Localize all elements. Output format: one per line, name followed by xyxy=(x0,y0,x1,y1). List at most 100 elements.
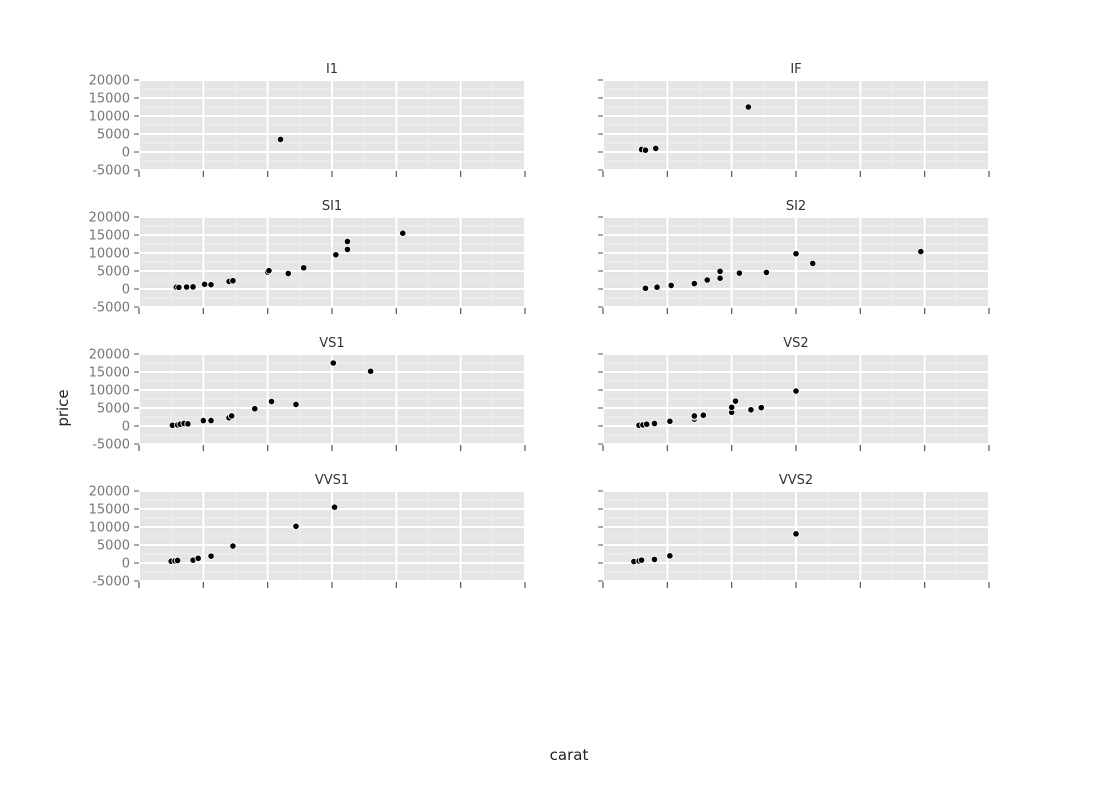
data-point xyxy=(666,417,674,425)
data-point xyxy=(265,267,273,275)
y-tick-label: -5000 xyxy=(92,164,130,179)
data-point xyxy=(343,237,352,246)
data-point xyxy=(792,530,800,538)
y-tick-label: 0 xyxy=(122,420,130,435)
data-point xyxy=(650,555,659,564)
data-point xyxy=(731,397,740,405)
y-tick-label: 10000 xyxy=(89,384,130,399)
data-point xyxy=(641,146,650,154)
y-tick-label: 20000 xyxy=(89,211,130,226)
y-tick-label: 0 xyxy=(122,557,130,572)
data-point xyxy=(366,367,375,375)
data-point xyxy=(276,135,285,143)
data-point xyxy=(184,420,192,428)
data-point xyxy=(716,267,724,275)
data-point xyxy=(744,103,752,111)
y-tick-label: 15000 xyxy=(89,229,130,244)
data-point xyxy=(229,542,237,550)
data-point xyxy=(207,281,215,289)
data-point xyxy=(690,412,698,420)
y-tick-label: 20000 xyxy=(89,485,130,500)
data-point xyxy=(667,281,675,289)
data-point xyxy=(757,404,765,412)
y-axis-title: price xyxy=(54,389,72,426)
data-point xyxy=(194,554,202,562)
y-tick-label: 15000 xyxy=(89,503,130,518)
facet-title: VVS1 xyxy=(315,473,349,488)
facet-title: I1 xyxy=(326,62,338,77)
data-point xyxy=(643,420,651,428)
data-point xyxy=(292,400,300,408)
data-point xyxy=(330,503,339,511)
data-point xyxy=(300,264,308,272)
y-tick-label: 5000 xyxy=(97,402,130,417)
data-point xyxy=(183,283,191,291)
facet-panel-i1: 20000 15000 10000 5000 0 -5000 I1 xyxy=(89,62,526,179)
data-point xyxy=(207,552,215,560)
data-point xyxy=(174,556,182,565)
data-point xyxy=(292,522,300,530)
y-tick-label: 5000 xyxy=(97,128,130,143)
data-point xyxy=(251,405,259,413)
y-tick-label: 15000 xyxy=(89,92,130,107)
data-point xyxy=(792,387,800,395)
facet-panel-vvs2: VVS2 xyxy=(598,473,990,588)
y-tick-label: 10000 xyxy=(89,521,130,536)
data-point xyxy=(716,274,724,282)
data-point xyxy=(747,406,755,414)
facet-title: VVS2 xyxy=(779,473,813,488)
data-point xyxy=(703,276,711,284)
y-tick-label: 5000 xyxy=(97,539,130,554)
x-axis-title: carat xyxy=(550,746,589,764)
facet-title: SI1 xyxy=(322,199,342,214)
data-point xyxy=(175,283,183,291)
facet-panels: 20000 15000 10000 5000 0 -5000 I1 IF 20000 15000 1… xyxy=(89,62,990,590)
facet-title: VS2 xyxy=(783,336,808,351)
y-tick-label: -5000 xyxy=(92,575,130,590)
y-tick-label: 15000 xyxy=(89,366,130,381)
facet-panel-si1: 20000 15000 10000 5000 0 -5000 SI1 xyxy=(89,199,526,316)
data-point xyxy=(637,556,646,564)
facet-title: VS1 xyxy=(319,336,344,351)
data-point xyxy=(641,284,650,292)
facet-panel-vs1: 20000 15000 10000 5000 0 -5000 VS1 xyxy=(89,336,526,453)
y-tick-label: -5000 xyxy=(92,438,130,453)
y-tick-label: 5000 xyxy=(97,265,130,280)
facet-title: SI2 xyxy=(786,199,806,214)
data-point xyxy=(332,251,340,259)
data-point xyxy=(267,397,276,406)
data-point xyxy=(201,280,209,288)
data-point xyxy=(653,283,661,291)
facet-panel-if: IF xyxy=(598,62,990,177)
y-tick-label: 0 xyxy=(122,283,130,298)
data-point xyxy=(650,419,659,428)
data-point xyxy=(762,268,771,277)
data-point xyxy=(735,269,743,277)
data-point xyxy=(199,416,207,425)
data-point xyxy=(207,416,215,425)
data-point xyxy=(329,359,337,367)
data-point xyxy=(284,269,292,278)
data-point xyxy=(917,247,925,256)
facet-panel-vvs1: 20000 15000 10000 5000 0 -5000 VVS1 xyxy=(89,473,526,590)
y-tick-label: 20000 xyxy=(89,348,130,363)
data-point xyxy=(666,552,674,560)
data-point xyxy=(229,277,237,285)
data-point xyxy=(189,283,197,291)
data-point xyxy=(228,412,236,420)
data-point xyxy=(652,144,660,152)
data-point xyxy=(809,259,817,268)
y-tick-label: -5000 xyxy=(92,301,130,316)
y-tick-label: 10000 xyxy=(89,110,130,125)
data-point xyxy=(792,250,800,258)
data-point xyxy=(699,411,707,419)
facet-panel-vs2: VS2 xyxy=(598,336,990,451)
data-point xyxy=(399,229,407,237)
y-tick-label: 0 xyxy=(122,146,130,161)
y-tick-label: 10000 xyxy=(89,247,130,262)
data-point xyxy=(343,245,352,253)
data-point xyxy=(728,403,736,411)
y-tick-label: 20000 xyxy=(89,74,130,89)
facet-panel-si2: SI2 xyxy=(598,199,990,314)
